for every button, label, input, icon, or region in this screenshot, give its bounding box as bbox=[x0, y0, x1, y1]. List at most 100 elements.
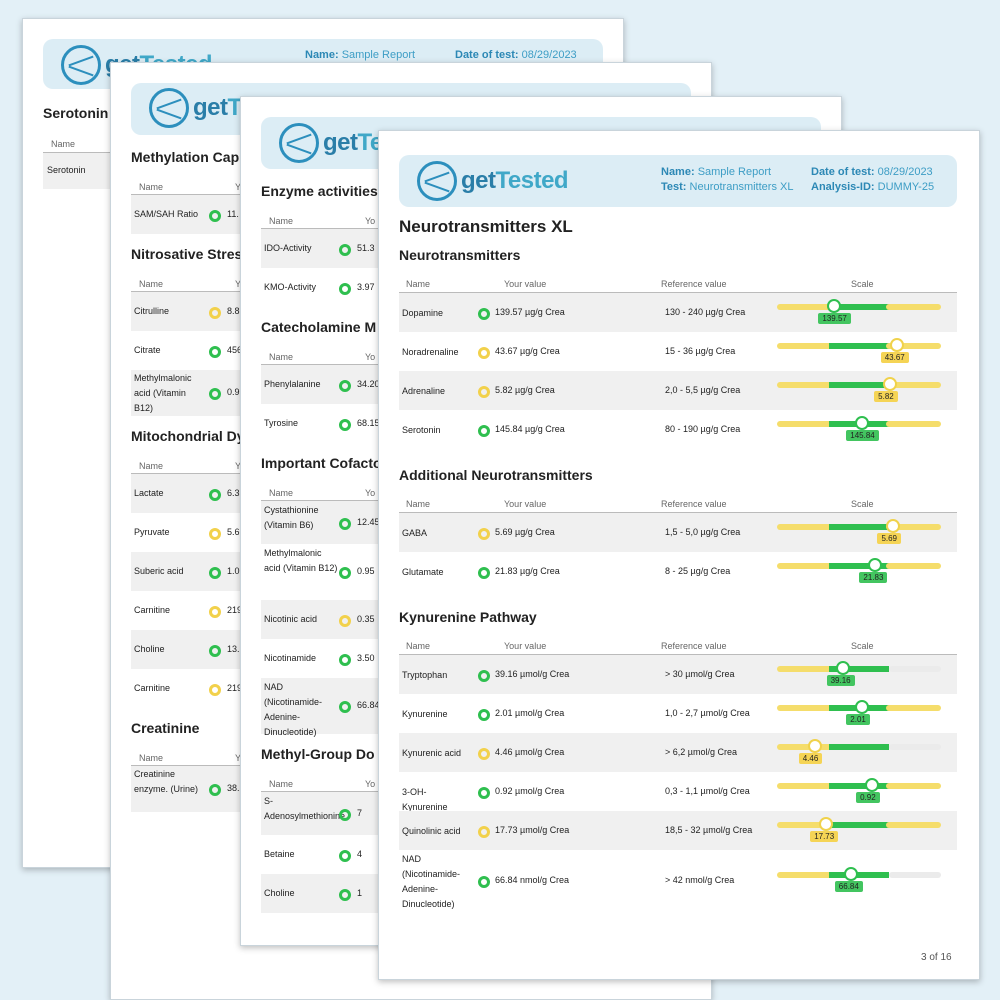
row-reference: 1,5 - 5,0 µg/g Crea bbox=[665, 526, 741, 537]
status-dot bbox=[339, 614, 351, 627]
scale-marker bbox=[886, 518, 901, 533]
scale-normal-band bbox=[829, 821, 889, 828]
row-reference: 130 - 240 µg/g Crea bbox=[665, 306, 746, 317]
scale-low-band bbox=[777, 303, 833, 310]
row-value: 0.35 bbox=[357, 613, 375, 624]
row-value: 3.97 bbox=[357, 281, 375, 292]
page-header bbox=[399, 155, 957, 207]
column-header-value: Y bbox=[235, 461, 242, 471]
status-dot bbox=[339, 567, 351, 579]
section-title: Creatinine bbox=[131, 720, 200, 736]
divider bbox=[399, 292, 957, 293]
status-dot bbox=[478, 307, 490, 320]
column-header-name: Name bbox=[139, 753, 164, 763]
row-name: IDO-Activity bbox=[264, 243, 312, 253]
row-value: 7 bbox=[357, 807, 363, 818]
scale-low-band bbox=[777, 562, 833, 569]
row-value: 66.84 bbox=[357, 700, 380, 710]
scale-high-band bbox=[885, 342, 941, 349]
section-title: Kynurenine Pathway bbox=[399, 609, 537, 625]
scale-high-band bbox=[885, 420, 941, 427]
table-row bbox=[399, 293, 957, 332]
row-value: 68.15 bbox=[357, 417, 380, 428]
row-value: 38. bbox=[227, 783, 240, 793]
scale-high-band bbox=[885, 562, 941, 569]
scale-marker bbox=[855, 699, 870, 714]
scale-value-label: 139.57 bbox=[818, 312, 851, 324]
status-dot bbox=[339, 379, 351, 392]
row-name: Carnitine bbox=[134, 683, 171, 693]
row-name: Betaine bbox=[264, 849, 295, 859]
dna-icon bbox=[279, 123, 319, 163]
status-dot bbox=[339, 243, 351, 256]
status-dot bbox=[478, 708, 490, 721]
row-value: 1.0 bbox=[227, 565, 240, 576]
row-name: Carnitine bbox=[134, 605, 171, 615]
scale-low-band bbox=[777, 782, 833, 789]
row-value: 5.6 bbox=[227, 526, 240, 537]
row-value: 4 bbox=[357, 848, 363, 859]
scale-high-band bbox=[888, 743, 941, 750]
column-header-value: Y bbox=[235, 182, 242, 192]
status-dot bbox=[209, 345, 221, 358]
row-reference: 2,0 - 5,5 µg/g Crea bbox=[665, 384, 741, 395]
scale-high-band bbox=[885, 523, 941, 530]
scale-value-label: 0.92 bbox=[856, 791, 880, 803]
scale-low-band bbox=[777, 821, 833, 828]
row-value: 66.84 nmol/g Crea bbox=[495, 875, 570, 885]
scale-low-band bbox=[777, 420, 833, 427]
scale-value-label: 5.69 bbox=[877, 532, 902, 544]
row-name: Glutamate bbox=[402, 566, 444, 577]
row-name: KMO-Activity bbox=[264, 282, 317, 292]
column-header-name: Name bbox=[139, 461, 164, 471]
column-header-reference: Reference value bbox=[661, 641, 727, 651]
section-title: Methylation Cap bbox=[131, 149, 240, 165]
column-header-scale: Scale bbox=[851, 641, 874, 651]
column-header-value: Y bbox=[235, 753, 242, 763]
row-value: 8.8 bbox=[227, 305, 240, 316]
column-header-scale: Scale bbox=[851, 499, 874, 509]
row-value: 51.3 bbox=[357, 242, 375, 253]
column-header-name: Name bbox=[406, 279, 431, 289]
header-test: Test: Neurotransmitters XL bbox=[661, 181, 794, 193]
row-name: Tryptophan bbox=[402, 669, 448, 680]
row-value: 145.84 µg/g Crea bbox=[495, 423, 565, 434]
row-name: Adrenaline bbox=[402, 385, 446, 396]
row-value: 34.20 bbox=[357, 378, 380, 389]
header-analysis-id: Analysis-ID: DUMMY-25 bbox=[811, 181, 935, 193]
row-value: 1 bbox=[357, 887, 363, 898]
table-row bbox=[399, 655, 957, 694]
brand-part2: Tested bbox=[495, 167, 569, 194]
row-value: 139.57 µg/g Crea bbox=[495, 306, 565, 317]
section-title: Methyl-Group Do bbox=[261, 746, 375, 762]
status-dot bbox=[209, 605, 221, 618]
scale-marker bbox=[843, 867, 858, 881]
status-dot bbox=[209, 784, 221, 796]
column-header-value: Y bbox=[235, 279, 242, 289]
scale-normal-band bbox=[829, 743, 889, 750]
dna-icon bbox=[149, 88, 189, 128]
divider bbox=[399, 512, 957, 513]
column-header-value: Yo bbox=[365, 488, 376, 498]
status-dot bbox=[478, 747, 490, 760]
row-name: Pyruvate bbox=[134, 527, 170, 537]
row-value: 13. bbox=[227, 643, 240, 654]
row-value: 2.01 µmol/g Crea bbox=[495, 707, 565, 718]
row-name: NAD (Nicotinamide-Adenine-Dinucleotide) bbox=[402, 854, 461, 909]
status-dot bbox=[209, 209, 221, 222]
row-reference: > 30 µmol/g Crea bbox=[665, 668, 735, 679]
status-dot bbox=[478, 527, 490, 540]
row-reference: 8 - 25 µg/g Crea bbox=[665, 565, 731, 576]
scale-value-label: 21.83 bbox=[859, 571, 888, 583]
divider bbox=[399, 654, 957, 655]
row-name: Phenylalanine bbox=[264, 379, 321, 389]
row-value: 5.82 µg/g Crea bbox=[495, 384, 555, 395]
status-dot bbox=[209, 388, 221, 400]
row-name: Lactate bbox=[134, 488, 164, 498]
scale-normal-band bbox=[829, 523, 889, 530]
row-value: 6.3 bbox=[227, 487, 240, 498]
table-row bbox=[399, 513, 957, 552]
status-dot bbox=[339, 888, 351, 901]
row-name: S-Adenosylmethionine bbox=[264, 796, 346, 821]
scale-low-band bbox=[777, 665, 833, 672]
